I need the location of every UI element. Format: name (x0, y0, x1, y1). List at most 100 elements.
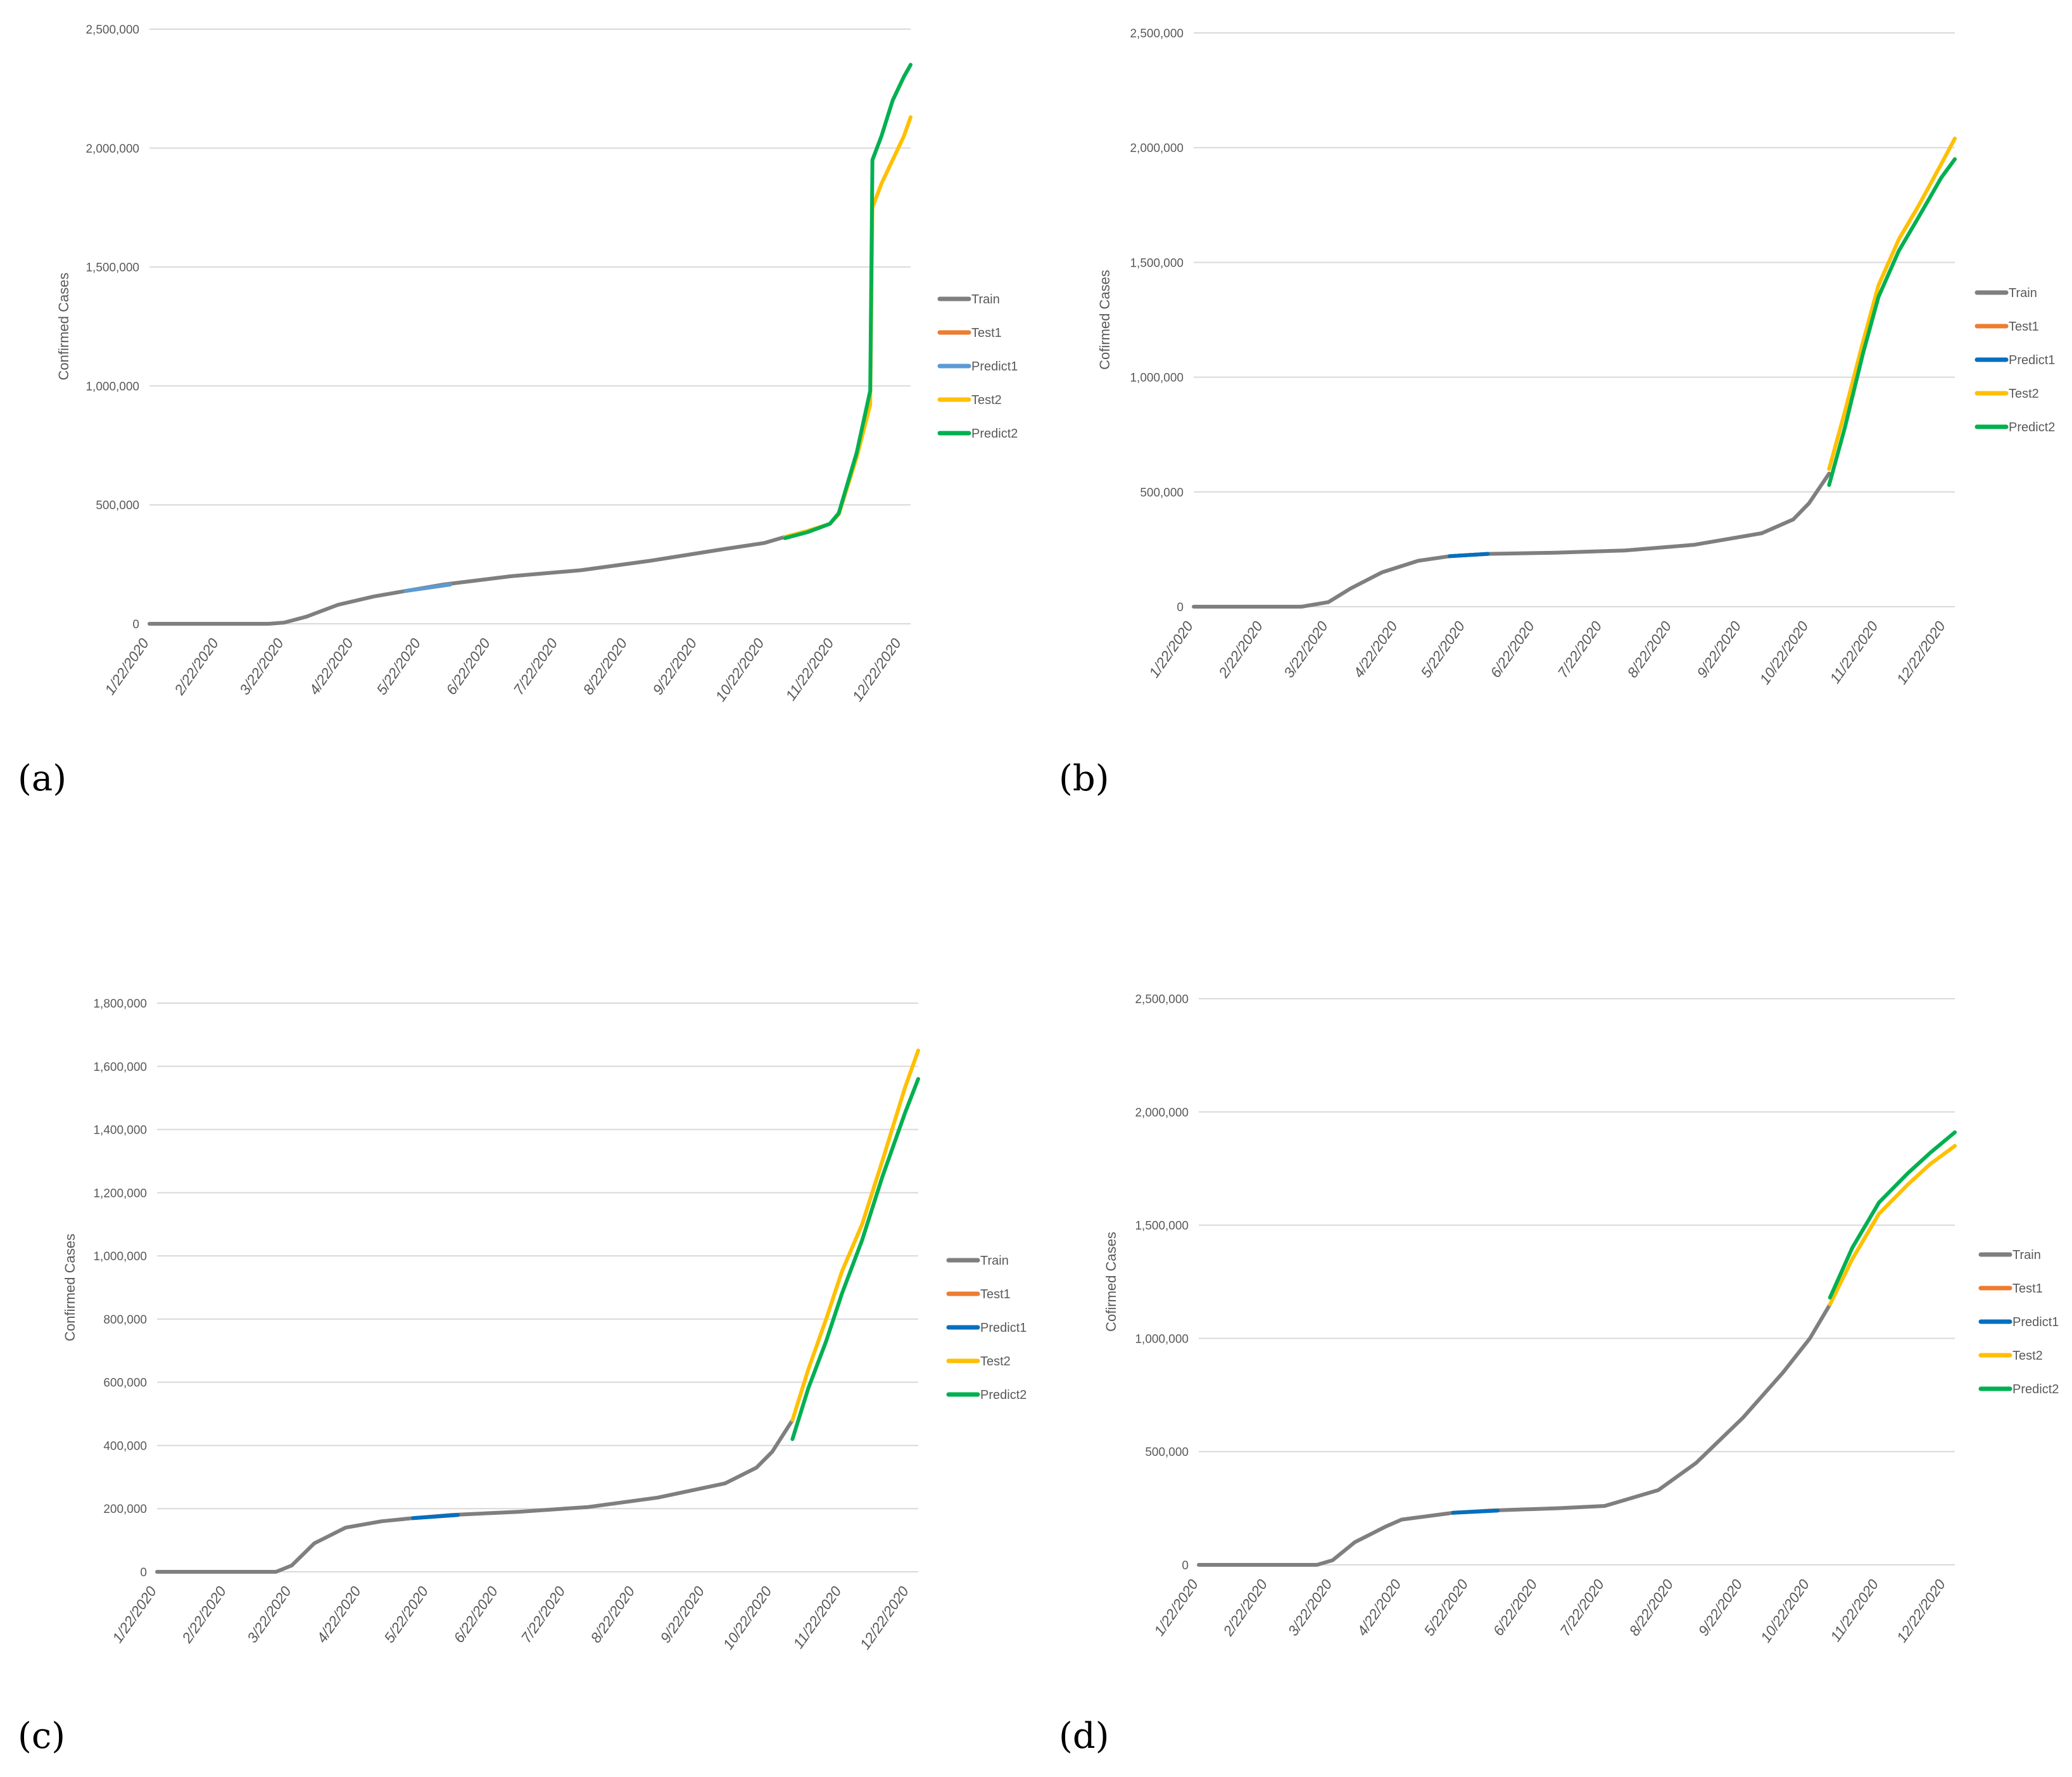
series-line-predict1 (1448, 552, 1490, 559)
x-tick-label: 7/22/2020 (1554, 618, 1605, 681)
chart-panel-b: 0 500,000 1,000,000 1,500,000 2,000,000 2,500… (1059, 27, 2055, 799)
series-line-test2 (1828, 1144, 1957, 1306)
x-tick-label: 10/22/2020 (1756, 618, 1811, 687)
x-tick-label: 5/22/2020 (373, 635, 424, 698)
x-tick-label: 12/22/2020 (1893, 618, 1949, 687)
series-line-predict1 (1451, 1508, 1500, 1515)
x-tick-label: 9/22/2020 (649, 635, 700, 698)
y-tick-label: 2,000,000 (1135, 1106, 1189, 1120)
x-tick-label: 4/22/2020 (313, 1583, 364, 1646)
series-line-predict2 (1827, 157, 1957, 487)
x-tick-label: 4/22/2020 (1354, 1576, 1405, 1639)
x-tick-label: 11/22/2020 (782, 635, 837, 704)
x-tick-label: 5/22/2020 (1417, 618, 1468, 681)
legend-label-test1: Test1 (2009, 320, 2039, 334)
x-tick-label: 9/22/2020 (1695, 1576, 1746, 1639)
legend-label-test2: Test2 (2009, 387, 2039, 401)
series-line-train (1197, 1302, 1832, 1567)
x-tick-label: 10/22/2020 (712, 635, 767, 704)
legend-label-predict1: Predict1 (2009, 353, 2055, 367)
y-tick-label: 1,000,000 (1130, 372, 1184, 385)
x-tick-label: 6/22/2020 (443, 635, 493, 698)
x-tick-label: 8/22/2020 (587, 1583, 638, 1646)
series-line-predict2 (790, 1077, 920, 1441)
x-tick-label: 8/22/2020 (1626, 1576, 1676, 1639)
legend-label-predict1: Predict1 (980, 1321, 1027, 1335)
x-tick-label: 10/22/2020 (1757, 1576, 1812, 1645)
y-tick-label: 1,000,000 (85, 380, 139, 393)
x-tick-label: 10/22/2020 (719, 1583, 774, 1652)
y-tick-label: 0 (1182, 1559, 1189, 1572)
y-tick-label: 1,000,000 (93, 1250, 147, 1263)
x-tick-label: 6/22/2020 (1487, 618, 1538, 681)
y-tick-label: 2,000,000 (1130, 142, 1184, 155)
x-tick-label: 5/22/2020 (1420, 1576, 1471, 1639)
panel-label: (a) (18, 758, 66, 799)
y-axis-title: Cofirmed Cases (1097, 270, 1113, 370)
legend-label-predict2: Predict2 (2009, 421, 2055, 434)
legend-label-test2: Test2 (980, 1355, 1011, 1369)
x-tick-label: 12/22/2020 (857, 1583, 912, 1652)
x-tick-label: 2/22/2020 (178, 1583, 229, 1647)
y-tick-label: 800,000 (103, 1313, 147, 1327)
legend-label-train: Train (2012, 1248, 2041, 1262)
panel-label: (b) (1059, 758, 1109, 799)
x-tick-label: 5/22/2020 (381, 1583, 431, 1646)
x-tick-label: 1/22/2020 (109, 1583, 160, 1646)
y-tick-label: 0 (140, 1566, 147, 1579)
series-line-train (155, 1418, 795, 1574)
legend-label-predict2: Predict2 (971, 427, 1018, 441)
x-tick-label: 7/22/2020 (517, 1583, 568, 1646)
y-tick-label: 1,400,000 (93, 1124, 147, 1137)
y-tick-label: 2,500,000 (1130, 27, 1184, 41)
y-tick-label: 500,000 (96, 499, 139, 512)
chart-panel-c: 0 200,000 400,000 600,000 800,000 1,000,000 1,… (18, 997, 1027, 1757)
legend-label-train: Train (980, 1254, 1009, 1268)
y-tick-label: 200,000 (103, 1503, 147, 1516)
x-tick-label: 1/22/2020 (1146, 618, 1196, 681)
x-tick-label: 8/22/2020 (579, 635, 630, 698)
series-line-train (1192, 471, 1831, 609)
y-tick-label: 1,500,000 (1130, 256, 1184, 270)
y-tick-label: 1,800,000 (93, 997, 147, 1011)
chart-panel-a: 0 500,000 1,000,000 1,500,000 2,000,000 2,500… (18, 23, 1018, 799)
panel-label: (d) (1059, 1716, 1109, 1757)
legend-label-predict1: Predict1 (971, 360, 1018, 374)
series-line-test2 (783, 115, 913, 539)
x-tick-label: 9/22/2020 (1693, 618, 1744, 681)
y-tick-label: 1,200,000 (93, 1187, 147, 1200)
x-tick-label: 1/22/2020 (1151, 1576, 1201, 1639)
y-tick-label: 400,000 (103, 1439, 147, 1453)
y-axis-title: Confirmed Cases (56, 273, 72, 381)
x-tick-label: 12/22/2020 (1893, 1576, 1949, 1645)
legend-label-predict2: Predict2 (2012, 1382, 2059, 1396)
x-tick-label: 8/22/2020 (1624, 618, 1674, 681)
y-axis-title: Cofirmed Cases (1103, 1232, 1119, 1332)
y-tick-label: 2,500,000 (85, 23, 139, 37)
legend-label-predict2: Predict2 (980, 1388, 1027, 1402)
legend-label-test1: Test1 (980, 1287, 1011, 1301)
x-tick-label: 3/22/2020 (1280, 618, 1331, 681)
y-tick-label: 2,000,000 (85, 142, 139, 156)
x-tick-label: 12/22/2020 (849, 635, 904, 704)
y-tick-label: 0 (1177, 601, 1184, 614)
legend-label-test2: Test2 (971, 393, 1002, 407)
x-tick-label: 2/22/2020 (170, 635, 222, 699)
series-line-test2 (1827, 136, 1957, 471)
x-tick-label: 4/22/2020 (1350, 618, 1401, 681)
x-tick-label: 3/22/2020 (236, 635, 287, 698)
legend-label-test1: Test1 (971, 326, 1002, 340)
y-tick-label: 500,000 (1145, 1446, 1189, 1459)
chart-panel-d: 0 500,000 1,000,000 1,500,000 2,000,000 2,500… (1059, 993, 2059, 1757)
y-tick-label: 1,000,000 (1135, 1332, 1189, 1346)
y-axis-title: Confirmed Cases (62, 1234, 78, 1341)
series-line-predict2 (783, 63, 913, 540)
x-tick-label: 2/22/2020 (1215, 618, 1266, 681)
legend-label-train: Train (971, 293, 1000, 307)
x-tick-label: 11/22/2020 (1826, 618, 1881, 686)
x-tick-label: 9/22/2020 (657, 1583, 707, 1646)
y-tick-label: 2,500,000 (1135, 993, 1189, 1006)
legend-label-test2: Test2 (2012, 1349, 2043, 1363)
x-tick-label: 3/22/2020 (1284, 1576, 1335, 1639)
y-tick-label: 1,500,000 (1135, 1220, 1189, 1233)
